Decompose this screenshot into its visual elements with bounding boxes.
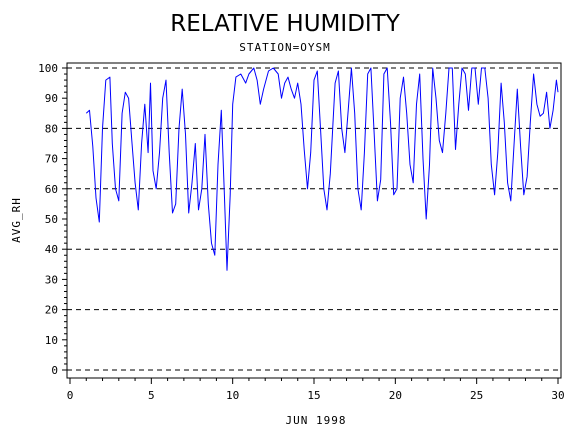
y-axis: 0 10 20 30 40 50 60 70 80 90 100 [38, 62, 67, 377]
plot-frame [66, 62, 562, 379]
y-tick-label: 80 [45, 122, 58, 135]
x-tick-label: 20 [389, 389, 402, 402]
x-tick-label: 5 [148, 389, 155, 402]
y-tick-label: 0 [51, 364, 58, 377]
y-tick-label: 60 [45, 183, 58, 196]
y-tick-label: 40 [45, 243, 58, 256]
x-tick-label: 30 [551, 389, 564, 402]
gridlines [67, 67, 561, 371]
y-tick-label: 70 [45, 153, 58, 166]
chart-title: RELATIVE HUMIDITY [170, 11, 401, 37]
y-tick-label: 90 [45, 92, 58, 105]
x-tick-label: 0 [67, 389, 74, 402]
y-tick-label: 50 [45, 213, 58, 226]
y-tick-label: 100 [38, 62, 58, 75]
y-tick-label: 20 [45, 304, 58, 317]
x-axis-label: JUN 1998 [286, 414, 347, 427]
y-tick-label: 30 [45, 273, 58, 286]
x-tick-label: 15 [307, 389, 320, 402]
y-axis-label: AVG_RH [10, 197, 23, 243]
x-tick-label: 10 [226, 389, 239, 402]
x-axis: 0 5 10 15 20 25 30 [67, 378, 565, 402]
series-line-0 [85, 67, 559, 271]
y-tick-label: 10 [45, 334, 58, 347]
series-layer [85, 67, 559, 271]
x-tick-label: 25 [470, 389, 483, 402]
chart-subtitle: STATION=OYSM [239, 41, 330, 54]
